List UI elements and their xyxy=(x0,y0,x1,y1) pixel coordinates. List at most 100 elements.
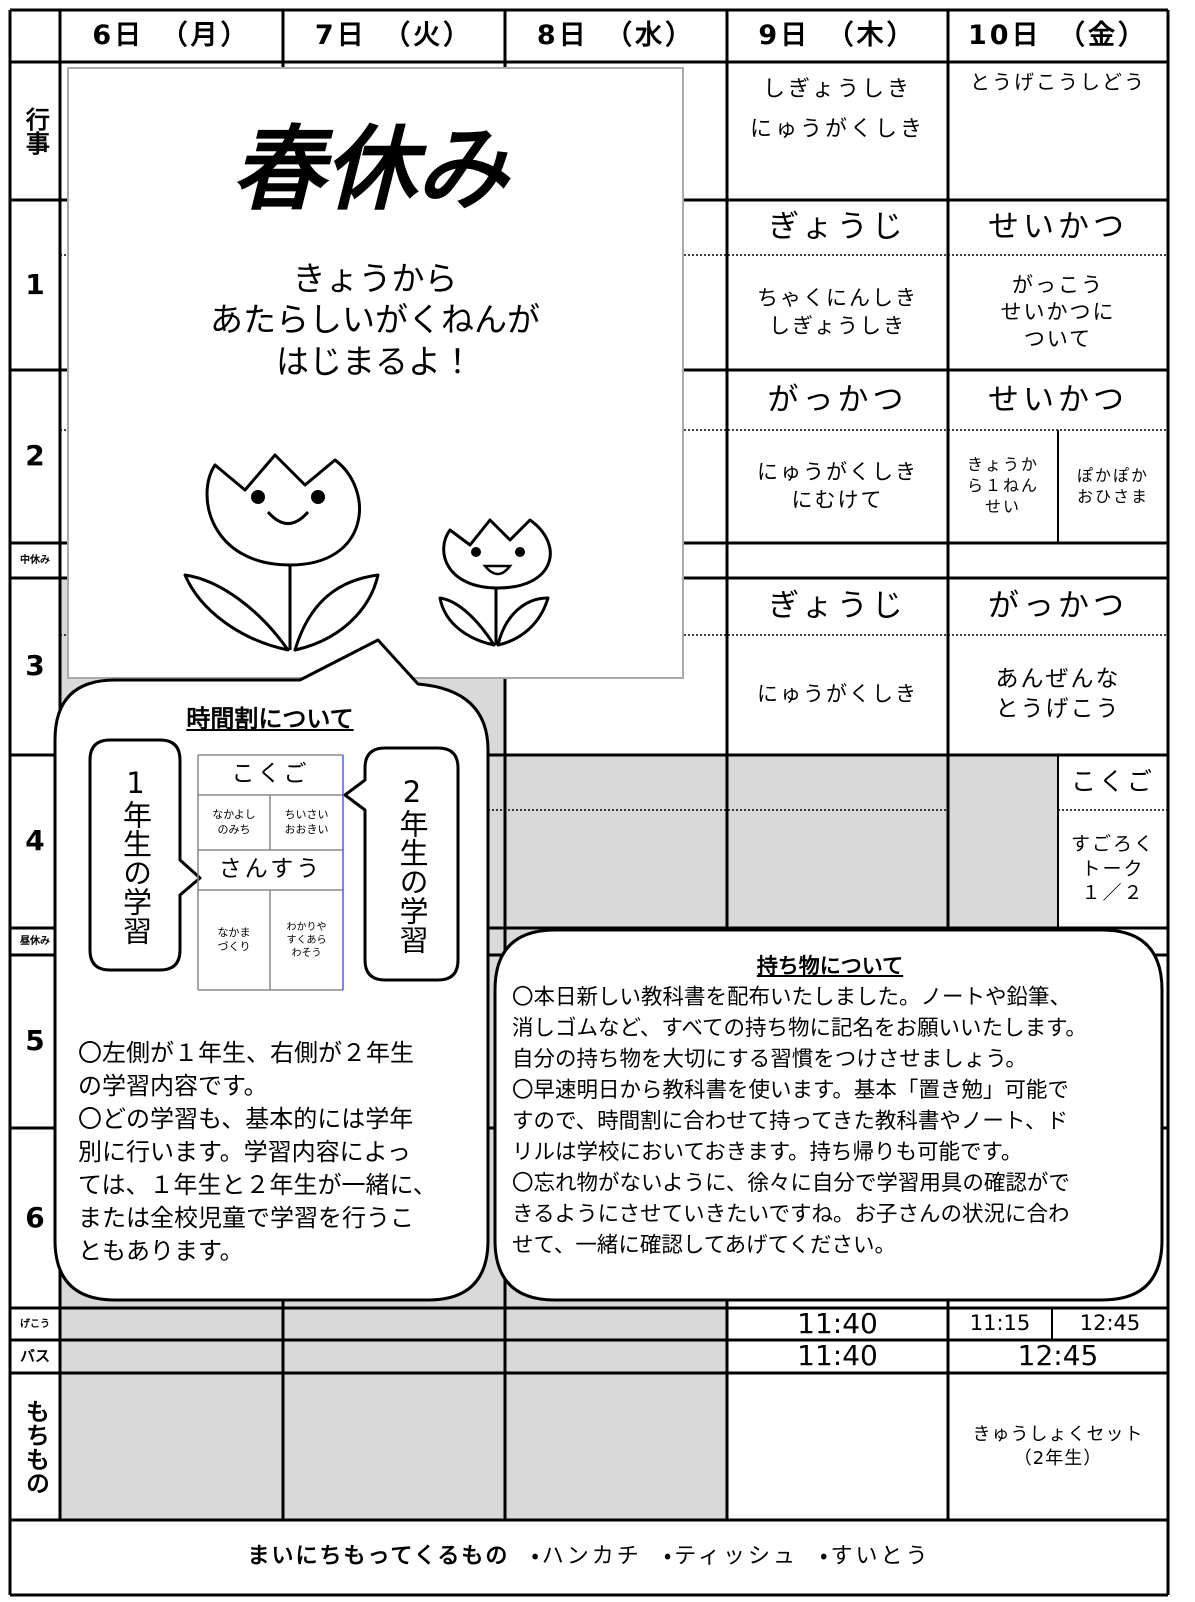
bus-time: 12:45 xyxy=(1017,1339,1099,1373)
tulip-mouth xyxy=(266,510,310,525)
period-label: げこう xyxy=(20,1318,50,1330)
footer-item: ・すいとう xyxy=(819,1544,931,1570)
dismissal-time: 11:40 xyxy=(797,1306,878,1340)
text-line: しぎょうしき xyxy=(769,313,906,338)
text-line: にむけて xyxy=(791,487,884,512)
text-line: すので、時間割に合わせて持ってきた教科書やノート、ド xyxy=(512,1108,1068,1134)
tulip-eye xyxy=(251,490,265,504)
period-label: 3 xyxy=(25,649,45,683)
text-line: 〇左側が１年生、右側が２年生 xyxy=(78,1038,414,1067)
text-line: リルは学校においておきます。持ち帰りも可能です。 xyxy=(512,1139,1023,1165)
grade-label: 2年生の学習 xyxy=(395,775,429,954)
bus-time: 11:40 xyxy=(797,1339,878,1373)
tulip-eye xyxy=(311,490,325,504)
period-label: 4 xyxy=(25,824,45,858)
text-line: すごろく xyxy=(1070,832,1155,855)
event: とうげこうしどう xyxy=(948,62,1168,102)
dismissal-time: 11:15 xyxy=(969,1311,1031,1336)
period-label: 行事 xyxy=(21,107,50,155)
bubble-notes: 〇左側が１年生、右側が２年生 の学習内容です。〇どの学習も、基本的には学年 別に行い… xyxy=(78,1025,478,1280)
text-line: あたらしいがくねんが xyxy=(210,300,540,340)
text-line: にゅうがくしき xyxy=(757,682,918,707)
text-line: １／２ xyxy=(1081,882,1145,905)
text-line: きゅうしょくセット xyxy=(972,1424,1144,1446)
mini-subject: さんすう xyxy=(218,856,323,883)
belongings: きゅうしょくセット （2年生） xyxy=(948,1373,1168,1520)
mini-topic: わかりや すくあら わそう xyxy=(270,890,343,990)
mini-topic: ちいさい おおきい xyxy=(270,795,343,850)
period-label: 2 xyxy=(25,439,45,473)
tulip-eye xyxy=(515,547,525,557)
text-line: ら１ねん xyxy=(966,476,1039,496)
popup-title: 春休み xyxy=(231,116,508,224)
text-line: わかりや xyxy=(286,921,327,933)
text-line: ては、１年生と２年生が一緒に、 xyxy=(78,1171,437,1200)
period-label: 1 xyxy=(25,267,45,301)
lesson-content: ぽかぽか おひさま xyxy=(1058,430,1168,543)
text-line: あんぜんな xyxy=(995,666,1121,693)
tulip-leaf xyxy=(438,596,496,647)
text-line: なかま xyxy=(217,925,251,939)
mini-topic: なかま づくり xyxy=(198,890,270,990)
text-line: きょうから xyxy=(292,259,458,299)
text-line: 消しゴムなど、すべての持ち物に記名をお願いいたします。 xyxy=(512,1015,1087,1041)
text-line: がっこう xyxy=(1012,272,1104,297)
period-label: バス xyxy=(19,1346,50,1365)
tulip-head xyxy=(205,453,361,567)
text-line: 〇本日新しい教科書を配布いたしました。ノートや鉛筆、 xyxy=(512,985,1072,1010)
text-line: せい xyxy=(984,496,1021,516)
footer-label: まいにちもってくるもの xyxy=(247,1544,510,1570)
tulip-head xyxy=(442,518,552,590)
lesson-content: ちゃくにんしき しぎょうしき xyxy=(727,255,948,370)
text-line: 別に行います。学習内容によっ xyxy=(78,1137,411,1166)
tulip-leaf xyxy=(496,596,550,647)
text-line: なかよし xyxy=(212,808,256,822)
lesson-content: すごろく トーク １／２ xyxy=(1058,810,1168,928)
text-line: ぽかぽか xyxy=(1076,465,1149,485)
day-header: 9日 （木） xyxy=(758,20,917,52)
text-line: づくり xyxy=(217,940,251,953)
text-line: の学習内容です。 xyxy=(78,1071,268,1100)
text-line: にゅうがくしき xyxy=(757,460,918,485)
mini-subject: こくご xyxy=(231,761,310,788)
text-line: ちいさい xyxy=(284,808,329,822)
text-line: すくあら xyxy=(286,934,327,946)
text-line: はじまるよ！ xyxy=(276,341,474,381)
subject: がっかつ xyxy=(988,588,1128,625)
label-box xyxy=(88,738,202,972)
text-line: おおきい xyxy=(284,822,329,836)
popup-message: きょうから あたらしいがくねんが はじまるよ！ xyxy=(120,245,630,395)
tulip-leaf xyxy=(293,573,380,652)
text-line: 〇早速明日から教科書を使います。基本「置き勉」可能で xyxy=(512,1077,1069,1103)
event: しぎょうしき にゅうがくしき xyxy=(727,62,948,157)
text-line: 〇どの学習も、基本的には学年 xyxy=(78,1104,414,1133)
footer-item: ・ティッシュ xyxy=(663,1544,798,1570)
subject: せいかつ xyxy=(988,209,1128,246)
bubble-box xyxy=(493,928,1164,1302)
day-header: 6日 （月） xyxy=(92,20,251,52)
text-line: （2年生） xyxy=(1013,1447,1103,1469)
footer: まいにちもってくるもの ・ハンカチ ・ティッシュ ・すいとう xyxy=(10,1520,1168,1595)
footer-item: ・ハンカチ xyxy=(531,1544,642,1570)
text-line: きょうか xyxy=(966,455,1039,475)
text-line: 自分の持ち物を大切にする習慣をつけさせましょう。 xyxy=(512,1046,1027,1072)
period-label: 中休み xyxy=(20,555,50,566)
subject: がっかつ xyxy=(767,381,908,418)
text-line: ちゃくにんしき xyxy=(757,286,918,311)
text-line: 〇忘れ物がないように、徐々に自分で学習用具の確認がで xyxy=(512,1170,1070,1196)
bubble-notes: 〇本日新しい教科書を配布いたしました。ノートや鉛筆、 消しゴムなど、すべての持ち物… xyxy=(512,983,1162,1273)
text-line: ついて xyxy=(1023,327,1093,352)
text-line: のみち xyxy=(217,822,251,836)
text-line: とうげこう xyxy=(995,696,1121,722)
lesson-content: あんぜんなとうげこう xyxy=(948,635,1168,755)
text-line: にゅうがくしき xyxy=(749,116,925,142)
text-line: トーク xyxy=(1081,857,1145,880)
subject: こくご xyxy=(1070,767,1155,797)
subject: せいかつ xyxy=(988,381,1128,418)
text-line: きるようにさせていきたいですね。お子さんの状況に合わ xyxy=(512,1201,1070,1227)
tulip-leaf xyxy=(183,573,290,652)
text-line: せいかつに xyxy=(1000,299,1116,324)
